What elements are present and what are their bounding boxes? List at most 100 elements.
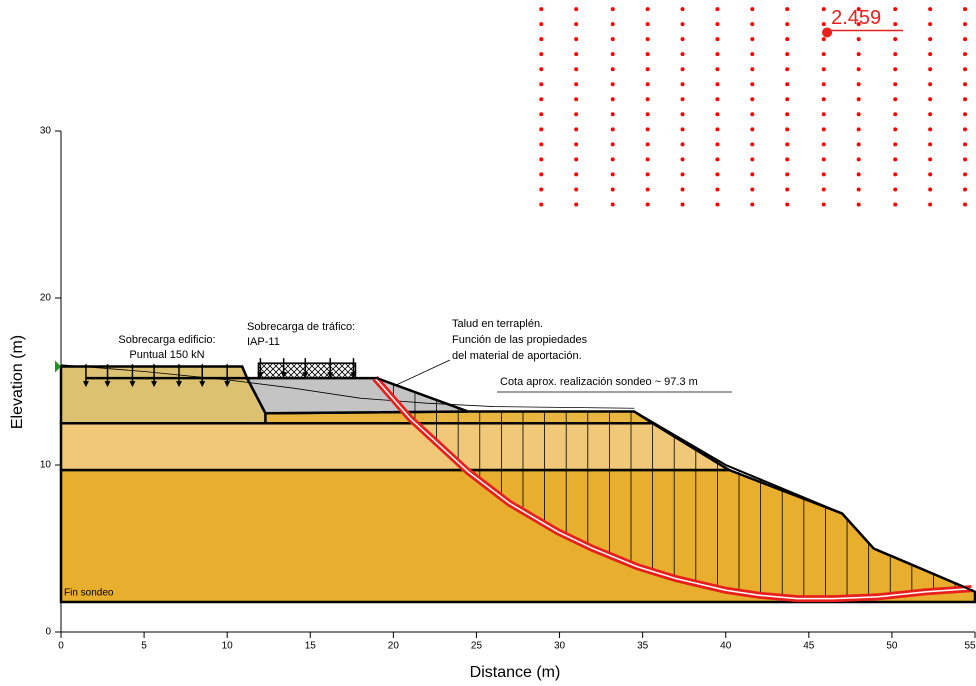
grid-center	[715, 67, 719, 71]
leader	[394, 360, 450, 386]
grid-center	[574, 187, 578, 191]
x-tick-label: 35	[637, 641, 649, 652]
grid-center	[646, 67, 650, 71]
grid-center	[963, 67, 967, 71]
grid-center	[785, 67, 789, 71]
grid-center	[785, 127, 789, 131]
grid-center	[681, 187, 685, 191]
grid-center	[963, 82, 967, 86]
grid-center	[893, 127, 897, 131]
grid-center	[646, 37, 650, 41]
annotation: del material de aportación.	[452, 350, 582, 362]
grid-center	[574, 52, 578, 56]
grid-center	[893, 187, 897, 191]
factor-of-safety: 2.459	[831, 7, 881, 29]
grid-center	[963, 97, 967, 101]
grid-center	[785, 202, 789, 206]
grid-center	[681, 127, 685, 131]
grid-center	[715, 112, 719, 116]
grid-center	[822, 67, 826, 71]
grid-center	[681, 97, 685, 101]
grid-center	[822, 22, 826, 26]
grid-center	[963, 52, 967, 56]
grid-center	[681, 142, 685, 146]
grid-center	[611, 67, 615, 71]
grid-center	[785, 157, 789, 161]
grid-center	[893, 67, 897, 71]
y-tick-label: 20	[40, 293, 52, 304]
grid-center	[646, 202, 650, 206]
x-tick-label: 30	[554, 641, 566, 652]
grid-center	[785, 142, 789, 146]
grid-center	[574, 22, 578, 26]
grid-center	[928, 172, 932, 176]
grid-center	[539, 52, 543, 56]
grid-center	[574, 142, 578, 146]
grid-center	[539, 97, 543, 101]
grid-center	[822, 142, 826, 146]
grid-center	[750, 82, 754, 86]
grid-center	[785, 7, 789, 11]
grid-center	[646, 22, 650, 26]
grid-center	[574, 97, 578, 101]
grid-center	[750, 67, 754, 71]
y-tick-label: 10	[40, 460, 52, 471]
grid-center	[963, 22, 967, 26]
x-tick-label: 40	[720, 641, 732, 652]
x-tick-label: 50	[886, 641, 898, 652]
grid-center	[611, 142, 615, 146]
x-tick-label: 0	[58, 641, 64, 652]
grid-center	[750, 142, 754, 146]
grid-center	[681, 157, 685, 161]
grid-center	[750, 127, 754, 131]
annotation: Cota aprox. realización sondeo ~ 97.3 m	[500, 376, 698, 388]
grid-center	[822, 202, 826, 206]
grid-center	[574, 112, 578, 116]
y-tick-label: 0	[45, 627, 51, 638]
grid-center	[611, 7, 615, 11]
grid-center	[750, 37, 754, 41]
annotation: Fin sondeo	[64, 588, 114, 599]
grid-center	[928, 37, 932, 41]
x-tick-label: 25	[471, 641, 483, 652]
grid-center	[539, 187, 543, 191]
grid-center	[574, 157, 578, 161]
grid-center	[715, 142, 719, 146]
grid-center	[893, 97, 897, 101]
grid-center	[646, 7, 650, 11]
grid-center	[963, 37, 967, 41]
grid-center	[681, 82, 685, 86]
grid-center	[539, 7, 543, 11]
grid-center	[611, 52, 615, 56]
grid-center	[822, 187, 826, 191]
grid-center	[857, 202, 861, 206]
y-axis-title: Elevation (m)	[9, 335, 26, 429]
grid-center	[681, 202, 685, 206]
x-tick-label: 10	[222, 641, 234, 652]
annotation: Talud en terraplén.	[452, 318, 543, 330]
grid-center	[928, 67, 932, 71]
grid-center	[611, 97, 615, 101]
grid-center	[574, 82, 578, 86]
grid-center	[611, 127, 615, 131]
grid-center	[646, 97, 650, 101]
grid-center	[646, 172, 650, 176]
grid-center	[715, 22, 719, 26]
grid-center	[715, 187, 719, 191]
grid-center	[539, 82, 543, 86]
grid-center	[822, 37, 826, 41]
x-tick-label: 45	[803, 641, 815, 652]
grid-center	[963, 172, 967, 176]
y-tick-label: 30	[40, 126, 52, 137]
grid-center	[928, 52, 932, 56]
grid-center	[750, 7, 754, 11]
grid-center	[715, 172, 719, 176]
grid-center	[646, 127, 650, 131]
grid-center	[681, 112, 685, 116]
grid-center	[857, 127, 861, 131]
grid-center	[893, 142, 897, 146]
grid-center	[574, 7, 578, 11]
grid-center	[928, 202, 932, 206]
grid-center	[750, 172, 754, 176]
grid-center	[857, 172, 861, 176]
